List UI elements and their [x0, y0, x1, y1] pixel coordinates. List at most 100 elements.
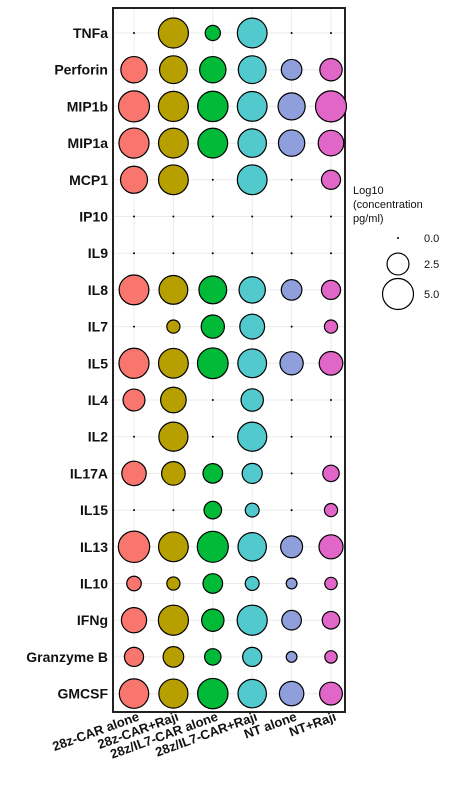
row-label: IL4	[88, 392, 108, 408]
dot-ip10-col0	[133, 215, 135, 218]
row-label: Perforin	[54, 62, 108, 78]
dot-il4-col2	[211, 399, 214, 401]
dot-il5-col1	[157, 347, 189, 379]
row-label: IL7	[88, 319, 108, 335]
dot-mip1b-col5	[314, 90, 348, 123]
dot-il15-col5	[323, 502, 339, 518]
dot-tnfa-col2	[204, 24, 221, 42]
dot-il8-col3	[238, 276, 266, 304]
dot-tnfa-col4	[290, 32, 293, 34]
dot-mcp1-col0	[119, 165, 149, 194]
dot-tnfa-col3	[236, 17, 268, 49]
row-labels: TNFa Perforin MIP1b MIP1a MCP1 IP10 IL9 IL8 IL7 I…	[26, 25, 108, 702]
dot-ip10-col2	[211, 215, 214, 218]
dot-il8-col1	[158, 274, 189, 305]
dot-il13-col1	[157, 531, 189, 563]
dot-gmcsf-col3	[237, 678, 268, 709]
dot-il2-col0	[133, 435, 135, 438]
legend-title-line: pg/ml)	[353, 213, 384, 225]
dot-il15-col3	[244, 502, 260, 518]
dot-il8-col2	[198, 275, 228, 305]
dot-tnfa-col0	[133, 32, 135, 34]
row-label: MCP1	[69, 172, 108, 188]
dot-il2-col2	[211, 435, 214, 438]
dot-il15-col1	[172, 509, 175, 512]
dot-il13-col0	[117, 530, 151, 564]
dot-perforin-col3	[237, 55, 267, 85]
dot-il13-col4	[280, 535, 304, 559]
dot-il10-col3	[244, 575, 260, 592]
dot-il5-col0	[118, 347, 150, 379]
dot-mip1a-col4	[277, 129, 306, 157]
dot-mip1a-col2	[197, 127, 229, 159]
panel-border	[112, 7, 346, 713]
size-legend: Log10 (concentration pg/ml) 0.0 2.5 5.0	[353, 185, 439, 311]
row-label: MIP1b	[67, 98, 108, 114]
row-label: GMCSF	[57, 686, 108, 702]
dot-il17a-col4	[290, 472, 293, 475]
legend-value-label: 5.0	[424, 289, 439, 301]
dot-il17a-col5	[322, 464, 340, 483]
legend-circle	[386, 252, 410, 276]
dot-il7-col0	[133, 325, 135, 328]
dot-il5-col4	[279, 351, 304, 376]
dot-gmcsf-col2	[197, 677, 229, 710]
dot-il9-col2	[211, 252, 214, 255]
dot-ip10-col1	[172, 215, 175, 218]
dot-perforin-col4	[280, 58, 303, 81]
dot-ifng-col1	[157, 604, 190, 636]
row-label: IL13	[80, 539, 108, 555]
dot-il17a-col2	[202, 462, 224, 484]
dot-mcp1-col3	[236, 164, 268, 196]
row-label: IL2	[88, 429, 108, 445]
dot-il15-col2	[203, 500, 223, 520]
dot-mip1a-col0	[118, 127, 150, 159]
dot-ifng-col5	[321, 610, 341, 630]
dot-perforin-col0	[120, 55, 148, 84]
dot-il4-col3	[240, 388, 264, 412]
dot-il7-col2	[200, 314, 225, 339]
dot-mcp1-col1	[157, 164, 189, 196]
dot-il8-col4	[280, 279, 303, 301]
dot-il4-col1	[160, 386, 187, 414]
dot-il17a-col3	[241, 462, 263, 485]
dots-layer	[117, 17, 348, 710]
dot-tnfa-col5	[330, 32, 332, 34]
dot-mip1b-col3	[236, 90, 268, 122]
dot-il8-col0	[118, 274, 150, 306]
dot-mcp1-col4	[290, 178, 293, 181]
legend-value-label: 0.0	[424, 233, 439, 245]
dot-granzyme-b-col5	[324, 650, 338, 664]
dot-il13-col2	[196, 530, 229, 563]
dot-ip10-col3	[251, 215, 254, 218]
dot-il13-col3	[237, 531, 268, 562]
dot-il17a-col1	[160, 460, 186, 486]
row-label: IFNg	[77, 612, 108, 628]
dot-il15-col0	[133, 509, 135, 512]
row-label: Granzyme B	[26, 649, 108, 665]
dot-perforin-col5	[319, 57, 343, 82]
dot-il10-col5	[324, 576, 338, 591]
dot-gmcsf-col4	[278, 680, 305, 707]
dot-il15-col4	[290, 509, 293, 512]
dot-ifng-col2	[201, 608, 225, 632]
dot-mip1b-col1	[157, 90, 190, 123]
dot-il2-col5	[330, 435, 332, 438]
dot-granzyme-b-col0	[123, 646, 145, 668]
dot-il2-col4	[290, 435, 293, 438]
legend-title-line: Log10	[353, 185, 384, 197]
dot-il4-col5	[330, 399, 332, 401]
row-label: IP10	[79, 209, 108, 225]
row-label: IL15	[80, 502, 108, 518]
dot-il5-col5	[318, 350, 344, 376]
dot-il4-col4	[290, 399, 293, 401]
row-label: IL9	[88, 245, 108, 261]
dot-granzyme-b-col2	[203, 648, 222, 666]
dot-il5-col3	[237, 348, 268, 379]
dot-tnfa-col1	[157, 17, 190, 49]
dot-il13-col5	[318, 534, 344, 560]
dot-il10-col2	[202, 573, 224, 594]
dot-gmcsf-col5	[319, 681, 343, 706]
